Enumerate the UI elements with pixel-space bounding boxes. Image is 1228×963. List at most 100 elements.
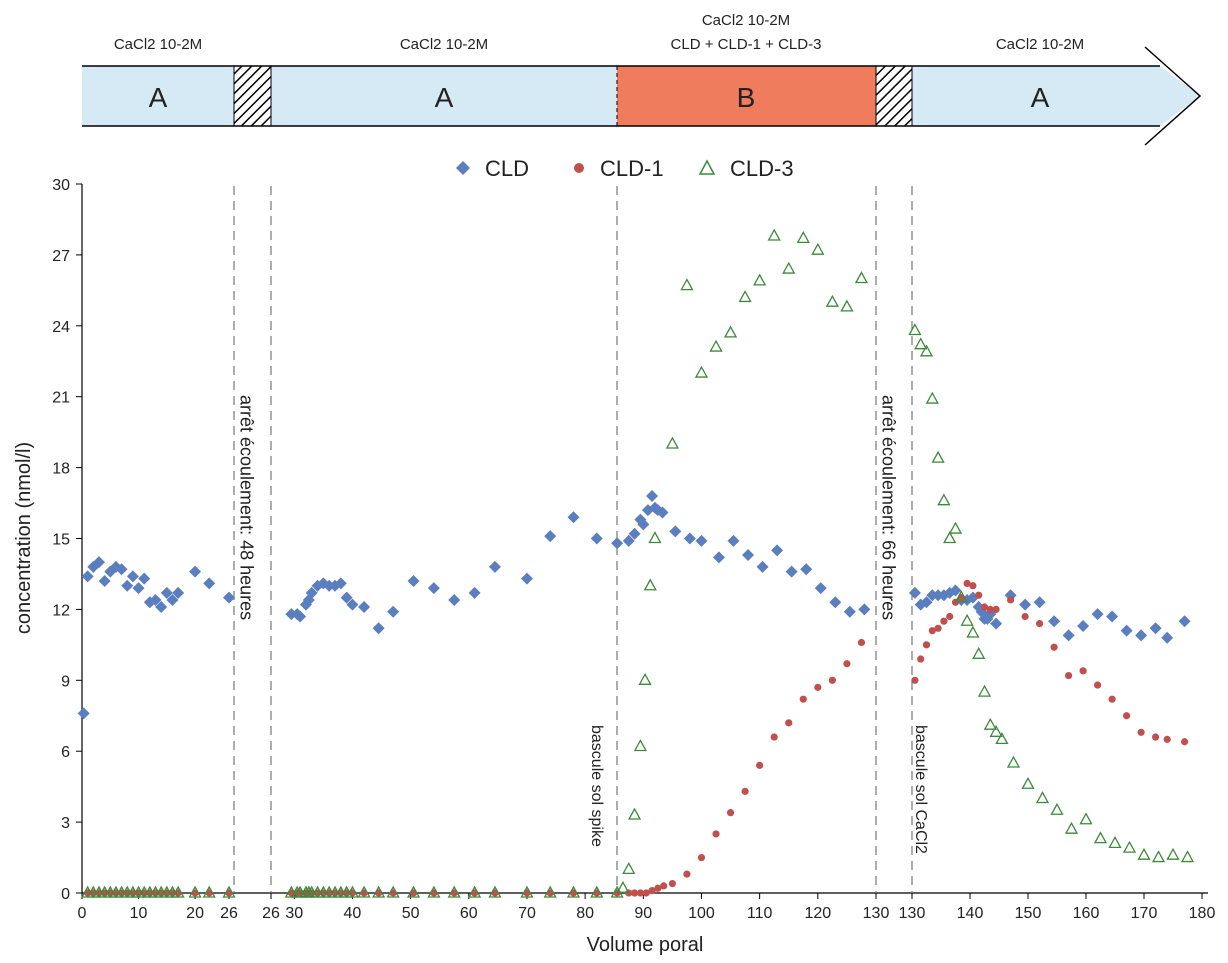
data-point-cld [520, 572, 533, 585]
data-point-cld [1077, 619, 1090, 632]
data-point-cld-1 [660, 882, 668, 890]
data-point-cld-1 [975, 591, 983, 599]
timeline-label-a1: A [149, 82, 168, 113]
x-tick-label: 110 [747, 905, 773, 922]
data-point-cld [346, 598, 359, 611]
x-tick-label: 50 [402, 905, 420, 922]
data-point-cld-1 [625, 889, 633, 897]
data-point-cld-3 [925, 391, 939, 404]
data-point-cld [622, 534, 635, 547]
data-point-cld-1 [963, 579, 971, 588]
data-point-cld-3 [188, 885, 202, 898]
data-point-cld-3 [825, 294, 839, 307]
data-point-cld [628, 527, 641, 540]
data-point-cld-1 [741, 787, 749, 795]
data-point-cld-3 [1166, 847, 1180, 860]
data-point-cld-3 [1137, 847, 1151, 860]
data-point-cld [908, 586, 921, 599]
data-point-cld-3 [406, 885, 421, 898]
data-point-cld [669, 525, 682, 538]
data-point-cld-3 [995, 732, 1009, 745]
data-point-cld [712, 551, 725, 564]
data-point-cld-1 [1163, 735, 1171, 743]
data-point-cld-3 [966, 625, 980, 638]
data-point-cld-1 [1036, 619, 1044, 628]
y-tick-label: 18 [52, 461, 70, 478]
data-point-cld [646, 489, 659, 502]
data-point-cld [223, 591, 235, 604]
annotation-label: arrêt écoulement: 48 heures [236, 395, 256, 620]
y-tick-label: 15 [52, 532, 70, 549]
y-tick-label: 0 [61, 886, 70, 903]
x-tick-label: 140 [957, 905, 984, 922]
data-point-cld [771, 544, 784, 557]
data-point-cld [172, 586, 185, 599]
data-point-cld-3 [948, 521, 963, 534]
data-point-cld-1 [843, 660, 851, 668]
data-point-cld-3 [796, 231, 810, 244]
data-point-cld [656, 506, 669, 519]
data-point-cld-1 [799, 695, 807, 703]
data-point-cld [1091, 608, 1104, 621]
data-point-cld-3 [543, 885, 557, 898]
data-point-cld-1 [726, 809, 735, 817]
data-point-cld [829, 596, 842, 609]
timeline-top-label-a2: CaCl2 10-2M [400, 36, 488, 53]
legend-label-cld-1: CLD-1 [600, 156, 664, 181]
data-point-cld [1178, 615, 1191, 628]
data-point-cld [814, 582, 827, 595]
annotation-label: arrêt écoulement: 66 heures [878, 395, 898, 620]
data-point-cld [358, 601, 371, 614]
data-point-cld-1 [648, 887, 656, 895]
data-point-cld-1 [922, 641, 931, 649]
data-point-cld [294, 610, 307, 623]
data-point-cld-1 [951, 598, 960, 606]
data-point-cld-3 [648, 531, 662, 544]
event-lines [233, 186, 913, 893]
x-tick-label: 90 [634, 905, 652, 922]
timeline-label-a3: A [1031, 82, 1050, 113]
x-tick-label: 0 [78, 905, 87, 922]
x-tick-label: 130 [863, 905, 890, 922]
data-point-cld-3 [753, 273, 767, 286]
x-tick-label: 120 [804, 905, 831, 922]
timeline-segment-a1 [82, 66, 234, 126]
y-tick-label: 12 [52, 602, 70, 619]
data-point-cld-3 [427, 885, 441, 898]
data-point-cld-1 [668, 879, 676, 888]
data-point-cld [742, 549, 755, 562]
data-point-cld-3 [960, 613, 974, 626]
data-points [77, 228, 1195, 898]
data-point-cld-1 [1152, 733, 1160, 741]
data-point-cld-3 [931, 450, 945, 463]
data-point-cld-1 [1065, 671, 1073, 680]
data-point-cld-1 [928, 627, 936, 635]
data-point-cld [1019, 598, 1032, 611]
data-point-cld-3 [1108, 836, 1122, 849]
data-point-cld-3 [738, 290, 752, 303]
data-point-cld-3 [627, 807, 642, 820]
chart-legend: CLD CLD-1 CLD-3 [456, 156, 794, 181]
data-point-cld-1 [940, 617, 948, 625]
data-point-cld-1 [770, 733, 778, 741]
timeline-segment-b [617, 66, 876, 126]
data-point-cld [77, 707, 90, 720]
data-point-cld-3 [680, 278, 694, 291]
data-point-cld-3 [977, 684, 992, 697]
data-point-cld [544, 530, 557, 543]
data-point-cld-3 [1021, 776, 1035, 789]
data-point-cld [727, 534, 740, 547]
data-point-cld-1 [1021, 612, 1029, 621]
data-point-cld-1 [1137, 728, 1145, 736]
data-point-cld-1 [1108, 695, 1116, 703]
x-tick-label: 100 [688, 905, 715, 922]
data-point-cld-1 [630, 889, 639, 897]
data-point-cld-1 [934, 624, 942, 632]
data-point-cld-3 [345, 885, 360, 898]
data-point-cld [920, 596, 933, 609]
data-point-cld [843, 605, 856, 618]
y-tick-label: 24 [52, 319, 70, 336]
data-point-cld [611, 537, 624, 550]
data-point-cld-3 [709, 339, 723, 352]
x-axis-label: Volume poral [587, 934, 704, 956]
